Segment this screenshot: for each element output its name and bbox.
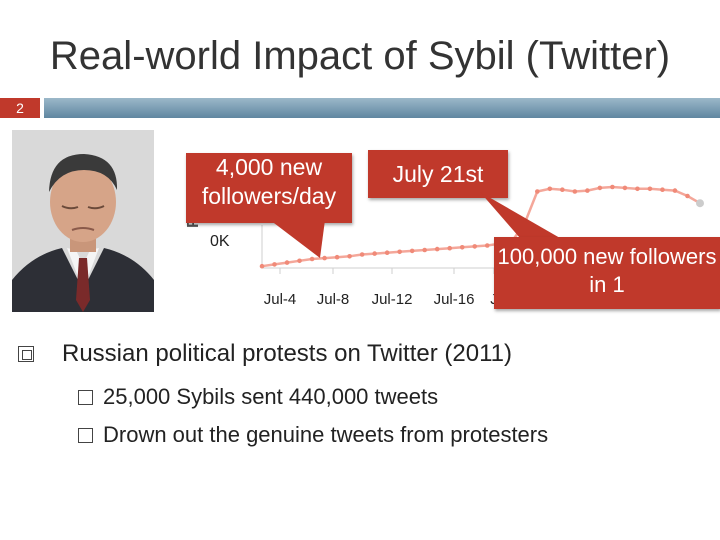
bullet-sub-2: Drown out the genuine tweets from protes… [78, 422, 718, 448]
x-tick-label: Jul-4 [264, 291, 297, 308]
data-point [484, 243, 490, 248]
data-point [685, 193, 690, 199]
data-point [334, 254, 340, 260]
data-point [622, 185, 628, 191]
y-axis-label: F [185, 218, 202, 228]
data-point [560, 187, 565, 192]
data-point [696, 199, 704, 208]
person-portrait-icon [12, 130, 154, 312]
callout-date: July 21st [368, 150, 508, 198]
callout-followers-per-day-text: 4,000 new followers/day [201, 154, 337, 209]
data-point [597, 185, 603, 191]
data-point [372, 251, 377, 256]
data-point [547, 186, 553, 192]
bullet-sub-1-text: 25,000 Sybils sent 440,000 tweets [103, 384, 439, 409]
data-point [672, 188, 678, 193]
data-point [459, 245, 465, 250]
callout-tail-burst [480, 192, 560, 238]
data-point [447, 245, 453, 251]
data-point [572, 189, 578, 194]
slide-number-bar [0, 98, 40, 118]
callout-date-text: July 21st [392, 161, 484, 187]
data-point [397, 249, 402, 255]
x-tick-label: Jul-12 [372, 291, 413, 308]
portrait-photo [12, 130, 154, 312]
bullet-main-text: Russian political protests on Twitter (2… [62, 340, 512, 367]
data-point [297, 258, 302, 264]
data-point [585, 188, 590, 193]
callout-tail-left [270, 220, 325, 258]
bullet-sub-2-text: Drown out the genuine tweets from protes… [103, 422, 549, 447]
slide-number: 2 [16, 100, 24, 116]
data-point [647, 186, 653, 192]
data-point [309, 256, 315, 262]
square-bullet-icon [18, 346, 34, 362]
data-point [635, 186, 640, 192]
bullet-main: Russian political protests on Twitter (2… [18, 340, 718, 368]
data-point [359, 252, 365, 257]
data-point [347, 254, 352, 259]
title-rule [44, 98, 720, 118]
checkbox-bullet-icon [78, 389, 93, 405]
data-point [610, 184, 615, 190]
data-point [322, 255, 327, 261]
data-point [535, 189, 540, 194]
callout-burst-text: 100,000 new followers in 1 [497, 244, 717, 297]
y-tick-label: 0K [210, 233, 230, 250]
x-tick-label: Jul-16 [434, 291, 475, 308]
data-point [434, 246, 440, 252]
bullet-sub-1: 25,000 Sybils sent 440,000 tweets [78, 384, 718, 410]
data-point [284, 260, 290, 265]
x-tick-label: Jul-8 [317, 291, 350, 308]
callout-burst: 100,000 new followers in 1 [494, 237, 720, 309]
checkbox-bullet-icon [78, 427, 93, 443]
data-point [660, 187, 665, 192]
slide-title: Real-world Impact of Sybil (Twitter) [49, 34, 671, 78]
data-point [422, 247, 427, 253]
data-point [472, 244, 478, 249]
data-point [272, 262, 277, 267]
data-point [409, 248, 415, 254]
data-point [384, 250, 390, 255]
data-point [259, 263, 265, 269]
callout-followers-per-day: 4,000 new followers/day [186, 153, 352, 223]
